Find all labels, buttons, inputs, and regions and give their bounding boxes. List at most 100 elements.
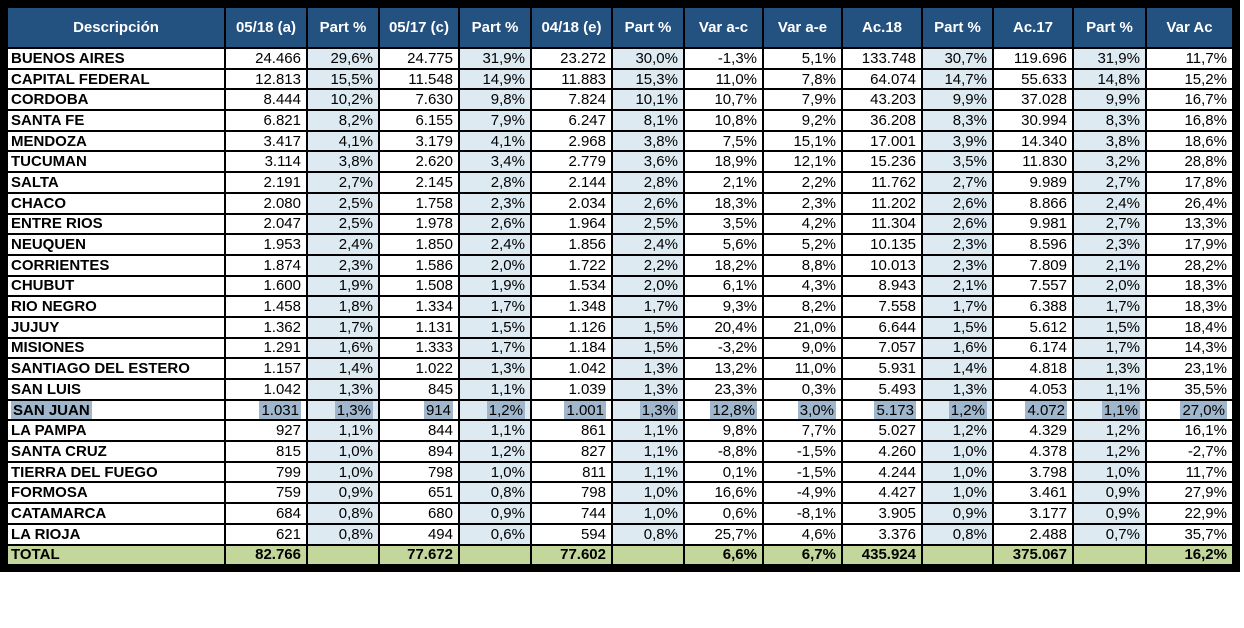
data-cell[interactable]: 1.600 <box>224 274 308 298</box>
data-cell[interactable]: 914 <box>378 398 460 422</box>
data-cell[interactable]: 18,3% <box>1145 274 1234 298</box>
data-cell[interactable]: -2,7% <box>1145 440 1234 463</box>
data-cell[interactable]: 4.053 <box>992 378 1074 401</box>
data-cell[interactable]: -1,3% <box>683 47 764 70</box>
data-cell[interactable]: 2.145 <box>378 171 460 194</box>
data-cell[interactable]: 5.931 <box>841 357 923 380</box>
data-cell[interactable]: 2,3% <box>1072 233 1147 256</box>
data-cell[interactable]: 35,7% <box>1145 522 1234 546</box>
row-label-cell[interactable]: BUENOS AIRES <box>6 47 226 70</box>
data-cell[interactable]: 1.722 <box>530 253 613 277</box>
data-cell[interactable]: 18,9% <box>683 150 764 174</box>
data-cell[interactable]: 1,8% <box>306 295 380 318</box>
data-cell[interactable]: 621 <box>224 522 308 546</box>
data-cell[interactable]: 15,3% <box>611 67 685 91</box>
data-cell[interactable]: 8.943 <box>841 274 923 298</box>
data-cell[interactable]: 2,0% <box>1072 274 1147 298</box>
data-cell[interactable]: 2,6% <box>921 191 994 215</box>
data-cell[interactable]: 14,9% <box>458 67 532 91</box>
data-cell[interactable]: 64.074 <box>841 67 923 91</box>
data-cell[interactable]: 2,1% <box>683 171 764 194</box>
data-cell[interactable]: 6.821 <box>224 109 308 132</box>
data-cell[interactable]: 11,0% <box>762 357 843 380</box>
data-cell[interactable]: 1,4% <box>306 357 380 380</box>
data-cell[interactable]: 2,4% <box>458 233 532 256</box>
data-cell[interactable]: 827 <box>530 440 613 463</box>
data-cell[interactable]: 0,9% <box>1072 481 1147 505</box>
data-cell[interactable]: 37.028 <box>992 88 1074 112</box>
data-cell[interactable]: 0,6% <box>458 522 532 546</box>
data-cell[interactable]: 13,2% <box>683 357 764 380</box>
data-cell[interactable]: 18,6% <box>1145 129 1234 153</box>
data-cell[interactable] <box>458 543 532 567</box>
data-cell[interactable]: 2.488 <box>992 522 1074 546</box>
data-cell[interactable]: 12.813 <box>224 67 308 91</box>
data-cell[interactable]: -3,2% <box>683 336 764 360</box>
data-cell[interactable]: 27,9% <box>1145 481 1234 505</box>
data-cell[interactable]: 1.131 <box>378 315 460 339</box>
data-cell[interactable]: 2,7% <box>1072 212 1147 236</box>
data-cell[interactable]: 3.376 <box>841 522 923 546</box>
data-cell[interactable]: 1,9% <box>306 274 380 298</box>
data-cell[interactable]: 1.022 <box>378 357 460 380</box>
data-cell[interactable]: 1.348 <box>530 295 613 318</box>
data-cell[interactable]: 799 <box>224 460 308 484</box>
data-cell[interactable]: 1,3% <box>458 357 532 380</box>
data-cell[interactable]: 1,1% <box>1072 378 1147 401</box>
data-cell[interactable]: 21,0% <box>762 315 843 339</box>
column-header[interactable]: Part % <box>921 6 994 49</box>
data-cell[interactable]: 20,4% <box>683 315 764 339</box>
data-cell[interactable]: 18,4% <box>1145 315 1234 339</box>
column-header[interactable]: 04/18 (e) <box>530 6 613 49</box>
data-cell[interactable]: 0,9% <box>458 502 532 525</box>
data-cell[interactable]: 1.586 <box>378 253 460 277</box>
total-label-cell[interactable]: TOTAL <box>6 543 226 567</box>
data-cell[interactable]: 55.633 <box>992 67 1074 91</box>
data-cell[interactable]: 10.135 <box>841 233 923 256</box>
data-cell[interactable]: 845 <box>378 378 460 401</box>
column-header[interactable]: Var a-c <box>683 6 764 49</box>
data-cell[interactable]: 77.602 <box>530 543 613 567</box>
row-label-cell[interactable]: TUCUMAN <box>6 150 226 174</box>
data-cell[interactable]: 7.630 <box>378 88 460 112</box>
data-cell[interactable]: 680 <box>378 502 460 525</box>
data-cell[interactable]: 36.208 <box>841 109 923 132</box>
data-cell[interactable]: 594 <box>530 522 613 546</box>
data-cell[interactable]: 11.883 <box>530 67 613 91</box>
data-cell[interactable]: 7,7% <box>762 419 843 443</box>
data-cell[interactable]: 1.978 <box>378 212 460 236</box>
data-cell[interactable]: 1,1% <box>458 378 532 401</box>
data-cell[interactable]: 2,5% <box>306 191 380 215</box>
data-cell[interactable]: 2,1% <box>1072 253 1147 277</box>
data-cell[interactable]: 1,1% <box>611 440 685 463</box>
data-cell[interactable]: 6,1% <box>683 274 764 298</box>
data-cell[interactable]: 9,8% <box>683 419 764 443</box>
data-cell[interactable]: 8,3% <box>1072 109 1147 132</box>
data-cell[interactable]: 1.334 <box>378 295 460 318</box>
data-cell[interactable]: 77.672 <box>378 543 460 567</box>
data-cell[interactable]: 0,9% <box>1072 502 1147 525</box>
data-cell[interactable]: 43.203 <box>841 88 923 112</box>
data-cell[interactable]: 1,1% <box>611 419 685 443</box>
column-header[interactable]: Part % <box>458 6 532 49</box>
data-cell[interactable]: 1,7% <box>921 295 994 318</box>
data-cell[interactable]: 2,2% <box>611 253 685 277</box>
data-cell[interactable]: 9,2% <box>762 109 843 132</box>
data-cell[interactable]: 1,0% <box>1072 460 1147 484</box>
data-cell[interactable]: 2,0% <box>458 253 532 277</box>
data-cell[interactable]: 1,2% <box>921 419 994 443</box>
data-cell[interactable]: 2,5% <box>306 212 380 236</box>
row-label-cell[interactable]: RIO NEGRO <box>6 295 226 318</box>
data-cell[interactable]: 0,1% <box>683 460 764 484</box>
data-cell[interactable]: 28,2% <box>1145 253 1234 277</box>
data-cell[interactable]: 7,9% <box>762 88 843 112</box>
data-cell[interactable]: -8,1% <box>762 502 843 525</box>
row-label-cell[interactable]: CHACO <box>6 191 226 215</box>
data-cell[interactable]: 1,9% <box>458 274 532 298</box>
data-cell[interactable]: 651 <box>378 481 460 505</box>
data-cell[interactable]: 7.057 <box>841 336 923 360</box>
data-cell[interactable]: 0,8% <box>306 522 380 546</box>
data-cell[interactable]: 30.994 <box>992 109 1074 132</box>
data-cell[interactable]: 1,7% <box>306 315 380 339</box>
data-cell[interactable]: 35,5% <box>1145 378 1234 401</box>
